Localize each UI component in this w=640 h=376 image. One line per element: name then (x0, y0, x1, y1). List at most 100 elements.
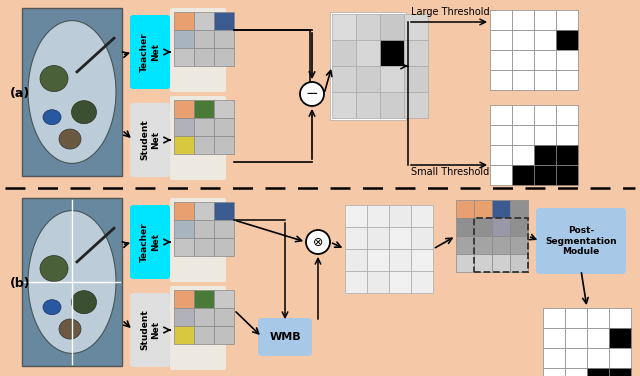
Bar (332, 14, 356, 40)
FancyBboxPatch shape (170, 198, 226, 282)
Bar (404, 66, 428, 92)
Bar (565, 308, 587, 328)
Bar (389, 205, 411, 227)
Bar (492, 218, 510, 236)
Bar (174, 12, 194, 30)
Bar (512, 165, 534, 185)
Bar (214, 220, 234, 238)
Bar (174, 326, 194, 344)
Bar (556, 70, 578, 90)
Bar (194, 12, 214, 30)
Bar (512, 30, 534, 50)
Bar (556, 165, 578, 185)
Bar (510, 236, 528, 254)
Bar (332, 66, 356, 92)
Bar (587, 328, 609, 348)
Bar (345, 249, 367, 271)
Bar (174, 290, 194, 308)
FancyBboxPatch shape (130, 15, 170, 89)
Bar (609, 368, 631, 376)
Bar (194, 136, 214, 154)
Bar (332, 40, 356, 66)
Bar (22, 198, 122, 366)
Bar (474, 218, 492, 236)
Bar (345, 205, 367, 227)
Bar (332, 92, 356, 118)
Bar (510, 218, 528, 236)
Bar (490, 50, 512, 70)
Bar (534, 30, 556, 50)
Bar (194, 30, 214, 48)
Bar (512, 125, 534, 145)
Bar (565, 348, 587, 368)
Bar (490, 165, 512, 185)
Bar (214, 202, 234, 220)
Bar (609, 348, 631, 368)
Bar (356, 14, 380, 40)
Bar (214, 308, 234, 326)
Bar (556, 145, 578, 165)
Bar (214, 238, 234, 256)
Bar (356, 92, 380, 118)
Bar (556, 30, 578, 50)
Bar (174, 136, 194, 154)
Bar (556, 50, 578, 70)
Bar (174, 30, 194, 48)
Bar (556, 10, 578, 30)
Bar (356, 66, 380, 92)
Bar (380, 40, 404, 66)
Ellipse shape (43, 110, 61, 125)
Bar (490, 70, 512, 90)
Bar (194, 290, 214, 308)
Bar (214, 118, 234, 136)
Bar (534, 125, 556, 145)
Ellipse shape (43, 300, 61, 315)
Bar (194, 118, 214, 136)
Bar (214, 136, 234, 154)
Bar (194, 100, 214, 118)
Circle shape (300, 82, 324, 106)
Bar (609, 328, 631, 348)
Bar (214, 290, 234, 308)
Bar (534, 10, 556, 30)
Bar (380, 92, 404, 118)
Bar (474, 236, 492, 254)
Bar (543, 328, 565, 348)
Bar (214, 326, 234, 344)
Bar (389, 271, 411, 293)
Bar (194, 48, 214, 66)
Bar (512, 50, 534, 70)
Bar (404, 92, 428, 118)
Bar (490, 145, 512, 165)
Text: Teacher
Net: Teacher Net (140, 222, 160, 262)
Bar (490, 10, 512, 30)
FancyBboxPatch shape (258, 318, 312, 356)
Bar (380, 66, 404, 92)
Bar (174, 100, 194, 118)
Text: Post-
Segmentation
Module: Post- Segmentation Module (545, 226, 617, 256)
Bar (411, 249, 433, 271)
Bar (214, 12, 234, 30)
Bar (510, 200, 528, 218)
Bar (534, 145, 556, 165)
Ellipse shape (28, 211, 116, 353)
Text: (a): (a) (10, 88, 30, 100)
FancyBboxPatch shape (170, 8, 226, 92)
Bar (330, 12, 406, 120)
Bar (456, 200, 474, 218)
Bar (587, 308, 609, 328)
Bar (474, 200, 492, 218)
Bar (587, 368, 609, 376)
Bar (174, 238, 194, 256)
Bar (174, 220, 194, 238)
Bar (456, 236, 474, 254)
Bar (389, 227, 411, 249)
Bar (367, 205, 389, 227)
Bar (411, 271, 433, 293)
Bar (194, 308, 214, 326)
Bar (490, 105, 512, 125)
Ellipse shape (72, 291, 97, 314)
FancyBboxPatch shape (130, 293, 170, 367)
Bar (543, 368, 565, 376)
Bar (367, 227, 389, 249)
